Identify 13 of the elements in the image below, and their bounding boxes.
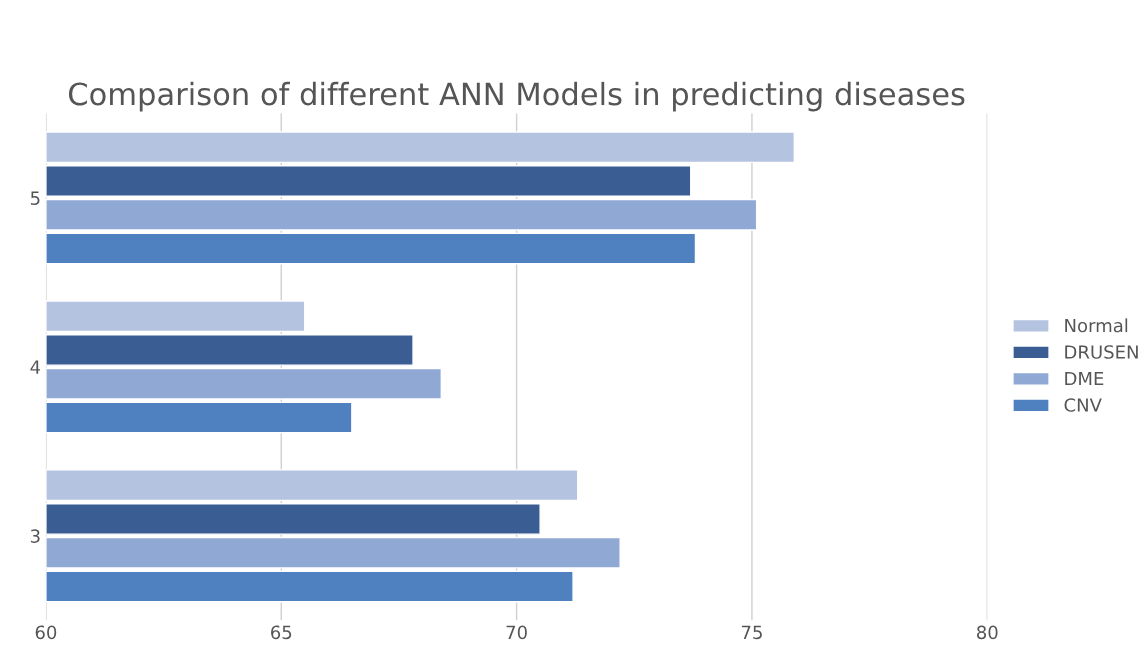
x-tick-label: 75 xyxy=(741,625,762,640)
legend-label: DRUSEN xyxy=(1065,345,1138,359)
legend-label: CNV xyxy=(1064,398,1102,412)
x-tick-label: 70 xyxy=(506,625,527,640)
x-tick-label: 65 xyxy=(271,625,292,640)
chart-title: Comparison of different ANN Models in predicting diseases xyxy=(68,81,965,112)
legend-label: Normal xyxy=(1065,318,1128,333)
y-tick-label: 4 xyxy=(30,360,41,374)
y-tick-label: 5 xyxy=(30,191,40,205)
y-tick-label: 3 xyxy=(30,529,40,543)
legend-label: DME xyxy=(1065,371,1104,386)
x-tick-label: 80 xyxy=(977,625,998,640)
x-tick-label: 60 xyxy=(35,625,57,640)
